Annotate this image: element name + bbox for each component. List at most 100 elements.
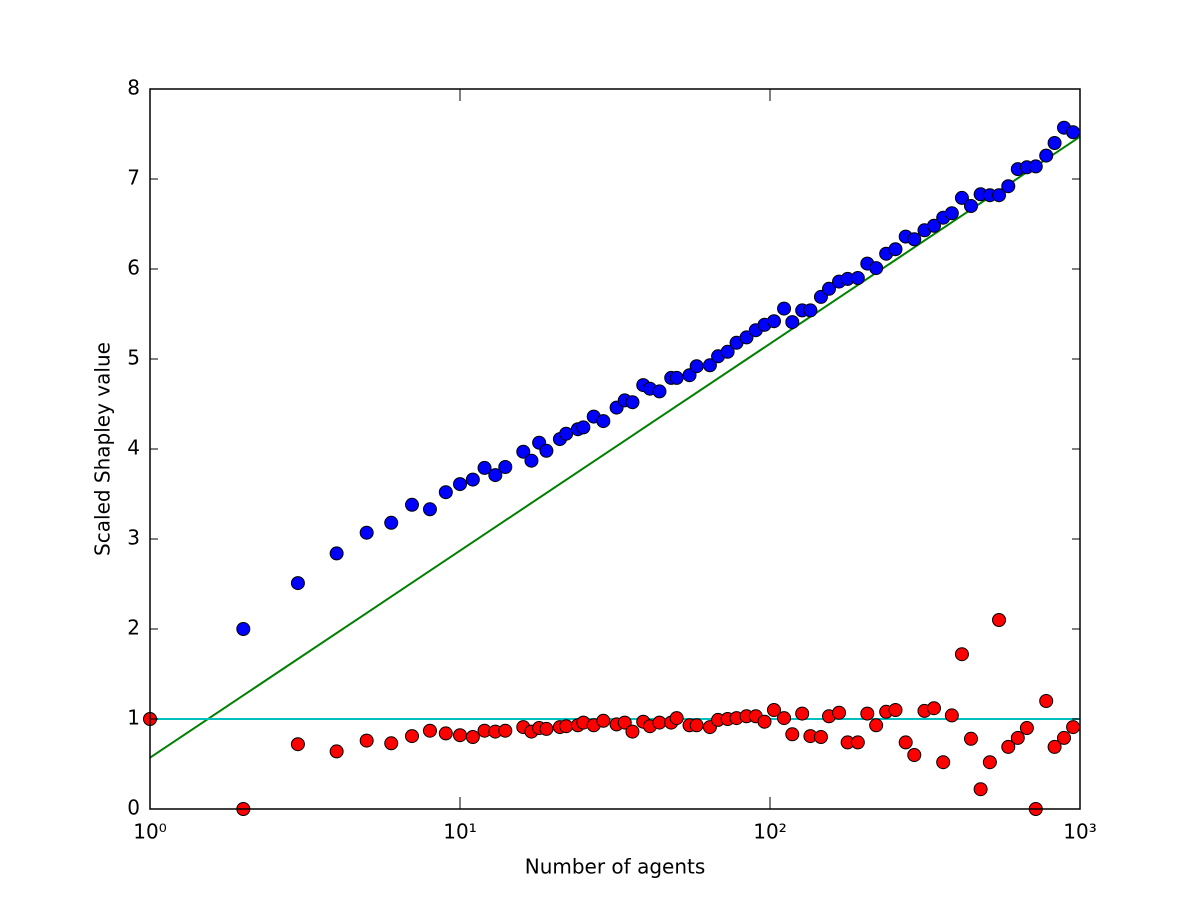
point — [888, 242, 903, 257]
point — [785, 315, 800, 330]
point — [963, 731, 978, 746]
point — [1039, 694, 1054, 708]
point — [926, 218, 941, 233]
y-axis-label: Scaled Shapley value — [91, 342, 115, 556]
point — [963, 199, 978, 213]
point — [785, 727, 800, 742]
point — [992, 613, 1007, 627]
point — [907, 748, 922, 762]
y-tick-label: 2 — [127, 616, 140, 640]
point — [359, 525, 374, 540]
point — [625, 395, 640, 410]
point — [907, 232, 922, 247]
y-tick-label: 8 — [127, 76, 140, 100]
point — [720, 344, 735, 359]
point — [813, 730, 828, 744]
point — [384, 736, 399, 751]
point — [1066, 720, 1081, 735]
point — [453, 477, 467, 492]
point — [1010, 730, 1025, 745]
point — [777, 301, 792, 316]
point — [973, 782, 988, 797]
y-tick-label: 3 — [127, 526, 140, 550]
point — [539, 721, 554, 736]
x-tick-label: 10⁰ — [133, 820, 166, 844]
point — [524, 453, 539, 468]
point — [936, 755, 951, 770]
point — [1057, 730, 1072, 745]
point — [982, 755, 997, 770]
x-tick-label: 10¹ — [443, 820, 476, 844]
point — [465, 730, 480, 744]
point — [236, 622, 251, 636]
point — [625, 724, 640, 739]
point — [869, 718, 884, 733]
point — [559, 719, 574, 734]
point — [888, 703, 903, 717]
point — [944, 206, 959, 221]
point — [1019, 721, 1034, 735]
point — [359, 733, 374, 748]
point — [404, 729, 419, 744]
plot-frame — [149, 88, 1081, 810]
point — [617, 715, 632, 730]
point — [944, 708, 959, 723]
point — [465, 472, 480, 487]
point — [954, 190, 969, 205]
point — [576, 420, 591, 435]
point — [1047, 136, 1062, 150]
point — [898, 735, 913, 750]
point — [438, 726, 453, 741]
line — [149, 135, 1081, 759]
point — [1066, 125, 1081, 140]
point — [850, 271, 865, 285]
point — [766, 703, 781, 717]
point — [498, 460, 513, 474]
point — [822, 281, 837, 296]
point — [757, 714, 772, 729]
point — [850, 735, 865, 750]
point — [689, 359, 704, 374]
point — [384, 515, 399, 530]
point — [290, 576, 305, 591]
point — [477, 460, 492, 475]
point — [488, 468, 503, 483]
point — [498, 723, 513, 738]
point — [795, 706, 810, 721]
point — [954, 647, 969, 662]
point — [329, 546, 344, 561]
point — [860, 706, 875, 721]
point — [1039, 148, 1054, 163]
point — [539, 443, 554, 458]
point — [832, 705, 847, 720]
point — [652, 715, 667, 730]
point — [1001, 739, 1016, 754]
point — [329, 744, 344, 759]
point — [777, 711, 792, 726]
point — [559, 426, 574, 441]
point — [739, 330, 754, 345]
point — [422, 502, 437, 517]
point — [702, 358, 717, 373]
y-tick-label: 1 — [127, 706, 140, 730]
x-tick-label: 10³ — [1063, 820, 1096, 844]
y-tick-label: 5 — [127, 346, 140, 370]
x-tick-label: 10² — [753, 820, 786, 844]
point — [926, 701, 941, 716]
point — [438, 485, 453, 500]
point — [453, 728, 467, 743]
point — [669, 370, 684, 385]
point — [689, 718, 704, 733]
x-axis-label: Number of agents — [525, 855, 706, 879]
point — [766, 314, 781, 329]
point — [516, 444, 531, 459]
point — [869, 261, 884, 276]
y-tick-label: 4 — [127, 436, 140, 460]
y-tick-label: 0 — [127, 796, 140, 820]
point — [669, 711, 684, 726]
point — [652, 384, 667, 399]
point — [422, 723, 437, 738]
y-tick-label: 6 — [127, 256, 140, 280]
point — [290, 737, 305, 752]
